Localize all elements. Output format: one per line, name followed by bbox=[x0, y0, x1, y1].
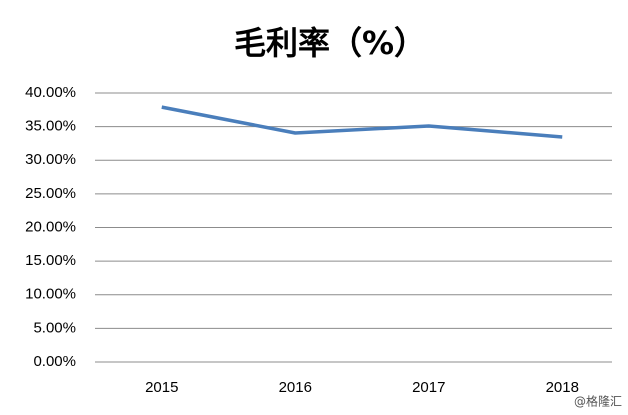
line bbox=[161, 105, 563, 139]
y-tick-label: 5.00% bbox=[33, 319, 76, 336]
y-tick-label: 0.00% bbox=[33, 353, 76, 370]
y-tick-label: 35.00% bbox=[25, 118, 76, 135]
y-tick-label: 25.00% bbox=[25, 185, 76, 202]
x-tick-label: 2015 bbox=[145, 379, 178, 396]
x-tick-label: 2016 bbox=[279, 379, 312, 396]
x-tick-label: 2017 bbox=[412, 379, 445, 396]
y-tick-label: 30.00% bbox=[25, 151, 76, 168]
y-tick-label: 10.00% bbox=[25, 286, 76, 303]
x-tick-label: 2018 bbox=[546, 379, 579, 396]
y-tick-label: 40.00% bbox=[25, 84, 76, 101]
chart-title: 毛利率（%） bbox=[234, 24, 426, 62]
y-tick-label: 20.00% bbox=[25, 218, 76, 235]
y-tick-label: 15.00% bbox=[25, 252, 76, 269]
watermark: @格隆汇 bbox=[574, 394, 622, 409]
